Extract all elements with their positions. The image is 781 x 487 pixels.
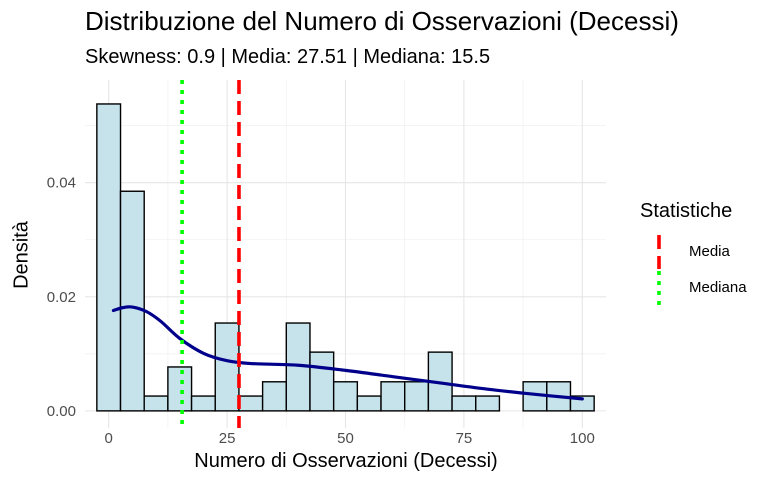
x-tick-label: 50 <box>337 430 354 447</box>
histogram-bar <box>143 395 169 412</box>
histogram-bar <box>309 351 335 412</box>
histogram-bar <box>261 381 287 412</box>
x-axis-label: Numero di Osservazioni (Decessi) <box>194 450 498 472</box>
chart-title: Distribuzione del Numero di Osservazioni… <box>85 6 679 36</box>
y-tick-label: 0.02 <box>47 289 76 306</box>
histogram-bar <box>451 395 477 412</box>
histogram-bar <box>475 395 501 412</box>
y-tick-label: 0.00 <box>47 403 76 420</box>
x-tick-label: 0 <box>105 430 113 447</box>
stat-lines <box>180 80 241 428</box>
histogram-bar <box>380 381 406 412</box>
tick-labels: 0 25 50 75 100 0.00 0.02 0.04 <box>47 175 595 447</box>
x-tick-label: 75 <box>456 430 473 447</box>
legend-label-mediana: Mediana <box>689 279 747 296</box>
histogram-bar <box>404 381 430 412</box>
histogram-bar <box>332 381 359 412</box>
histogram-bar <box>167 366 193 412</box>
histogram-bars <box>96 103 595 412</box>
y-tick-label: 0.04 <box>47 175 76 192</box>
chart-subtitle: Skewness: 0.9 | Media: 27.51 | Mediana: … <box>85 46 491 68</box>
histogram-bar <box>356 395 382 412</box>
grid <box>85 80 606 428</box>
histogram-bar <box>214 322 240 412</box>
histogram-bar <box>190 395 216 412</box>
histogram-bar <box>119 190 145 412</box>
histogram-bar <box>96 103 122 412</box>
legend-label-media: Media <box>689 243 730 260</box>
y-axis-label: Densità <box>10 221 33 289</box>
legend-title: Statistiche <box>640 200 733 222</box>
x-tick-label: 100 <box>570 430 595 447</box>
x-tick-label: 25 <box>219 430 236 447</box>
histogram-bar <box>238 395 264 412</box>
